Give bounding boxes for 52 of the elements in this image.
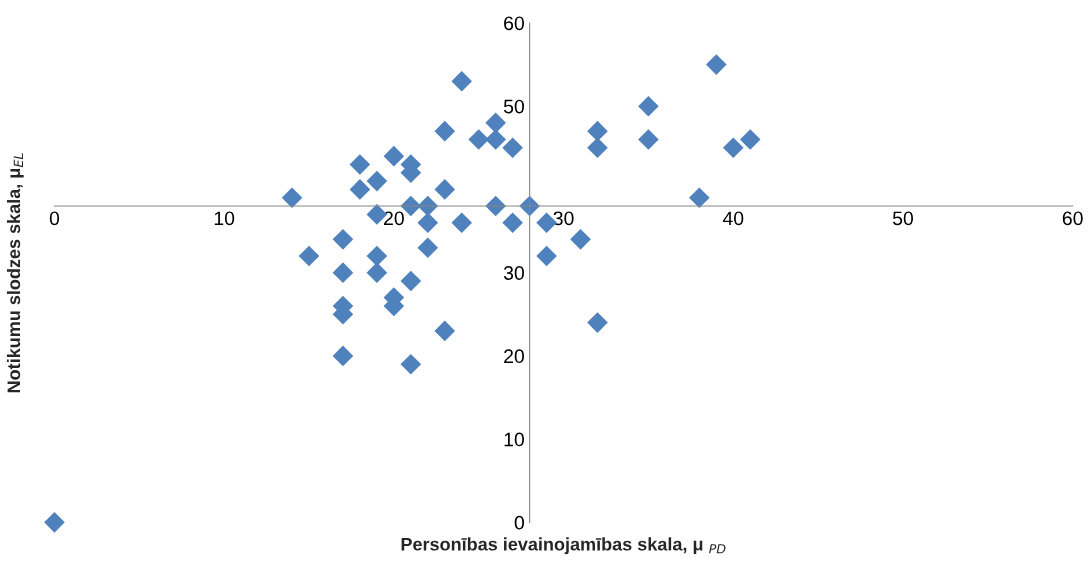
- x-tick-label: 0: [49, 211, 60, 226]
- point: [722, 137, 744, 159]
- y-tick-label: 0: [514, 515, 524, 530]
- point: [570, 229, 591, 250]
- point: [468, 129, 490, 150]
- point: [332, 262, 354, 283]
- y-tick-label: 10: [504, 432, 524, 447]
- point: [417, 212, 439, 234]
- y-tick-label: 50: [503, 99, 524, 114]
- point: [366, 170, 388, 192]
- x-tick-label: 60: [1062, 211, 1083, 226]
- point: [281, 187, 303, 209]
- point: [485, 129, 506, 150]
- point: [349, 154, 371, 175]
- point: [451, 70, 473, 92]
- x-tick-label: 30: [553, 211, 574, 226]
- point: [383, 145, 405, 167]
- point: [536, 245, 557, 267]
- x-tick-label: 40: [722, 211, 744, 226]
- point: [400, 353, 422, 375]
- y-tick-label: 20: [504, 349, 524, 364]
- x-tick-label: 20: [384, 211, 404, 226]
- point: [638, 95, 659, 117]
- point: [417, 237, 439, 258]
- point: [502, 212, 523, 234]
- point: [451, 212, 473, 234]
- point: [44, 512, 65, 533]
- point: [434, 120, 456, 142]
- y-tick-label: 60: [504, 16, 524, 31]
- point: [689, 187, 710, 209]
- point: [485, 112, 506, 134]
- point: [298, 245, 320, 267]
- point: [332, 229, 354, 250]
- point: [332, 345, 354, 367]
- point: [587, 137, 608, 159]
- point: [400, 270, 422, 292]
- point: [366, 245, 388, 267]
- y-axis-title: Notikumu slodzes skala, μ$_{EL}$: [6, 153, 24, 393]
- point: [587, 312, 608, 333]
- point: [366, 262, 388, 283]
- point: [434, 320, 456, 342]
- x-axis-title: Personības ievainojamības skala, μ $_{PD}$: [401, 537, 726, 555]
- point: [434, 179, 456, 200]
- point: [739, 129, 761, 150]
- x-tick-label: 10: [214, 211, 235, 226]
- point: [349, 179, 371, 200]
- point: [638, 129, 659, 150]
- point: [502, 137, 523, 159]
- point: [705, 54, 727, 75]
- x-tick-label: 50: [892, 211, 914, 226]
- point: [587, 120, 608, 142]
- y-tick-label: 30: [503, 266, 524, 280]
